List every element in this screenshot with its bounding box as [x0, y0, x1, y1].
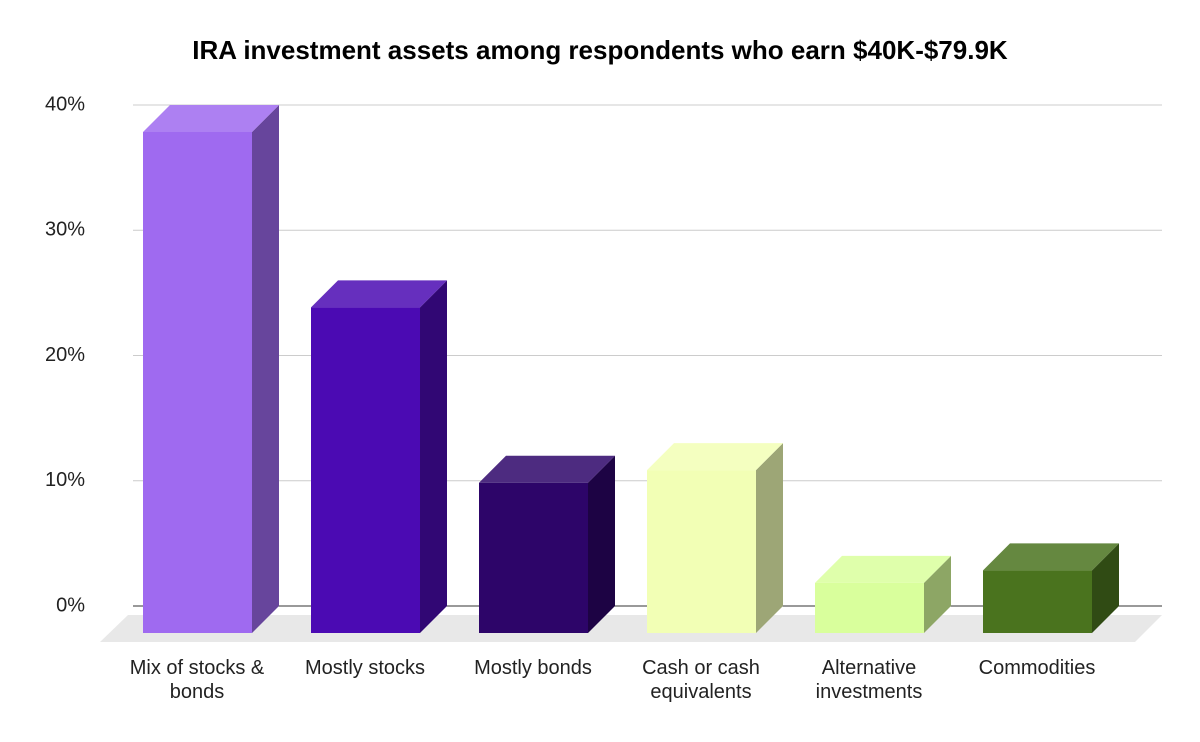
bar-top	[647, 443, 783, 471]
bar-side	[252, 105, 279, 633]
bar-side	[924, 555, 951, 633]
y-tick-label: 0%	[56, 594, 85, 616]
bar-top	[479, 455, 615, 483]
bar-top	[983, 543, 1119, 571]
bar-top	[815, 555, 951, 583]
y-tick-label: 40%	[45, 93, 85, 115]
bar-front	[983, 570, 1092, 633]
x-tick-label: Mostly stocks	[304, 657, 426, 679]
bar	[143, 105, 279, 633]
bar-front	[647, 470, 756, 633]
bar	[815, 555, 951, 633]
x-tick-label: Commodities	[978, 657, 1096, 679]
x-tick-label: Mix of stocks & bonds	[129, 657, 265, 703]
x-tick-label: Mostly bonds	[474, 657, 592, 679]
bar-side	[756, 443, 783, 633]
bar	[311, 280, 447, 633]
bar	[983, 543, 1119, 633]
x-tick-label: Cash or cash equivalents	[642, 657, 760, 703]
y-tick-label: 30%	[45, 219, 85, 241]
bar-side	[588, 455, 615, 633]
bar-front	[815, 582, 924, 633]
bar-top	[311, 280, 447, 308]
y-tick-label: 10%	[45, 469, 85, 491]
bar-side	[420, 280, 447, 633]
bar	[479, 455, 615, 633]
bar-front	[479, 482, 588, 633]
chart-title: IRA investment assets among respondents …	[192, 35, 1008, 65]
bar-front	[311, 307, 420, 633]
x-tick-label: Alternative investments	[815, 657, 923, 703]
bar-top	[143, 105, 279, 132]
bar	[647, 443, 783, 633]
bar-front	[143, 132, 252, 633]
y-tick-label: 20%	[45, 344, 85, 366]
bar-side	[1092, 543, 1119, 633]
